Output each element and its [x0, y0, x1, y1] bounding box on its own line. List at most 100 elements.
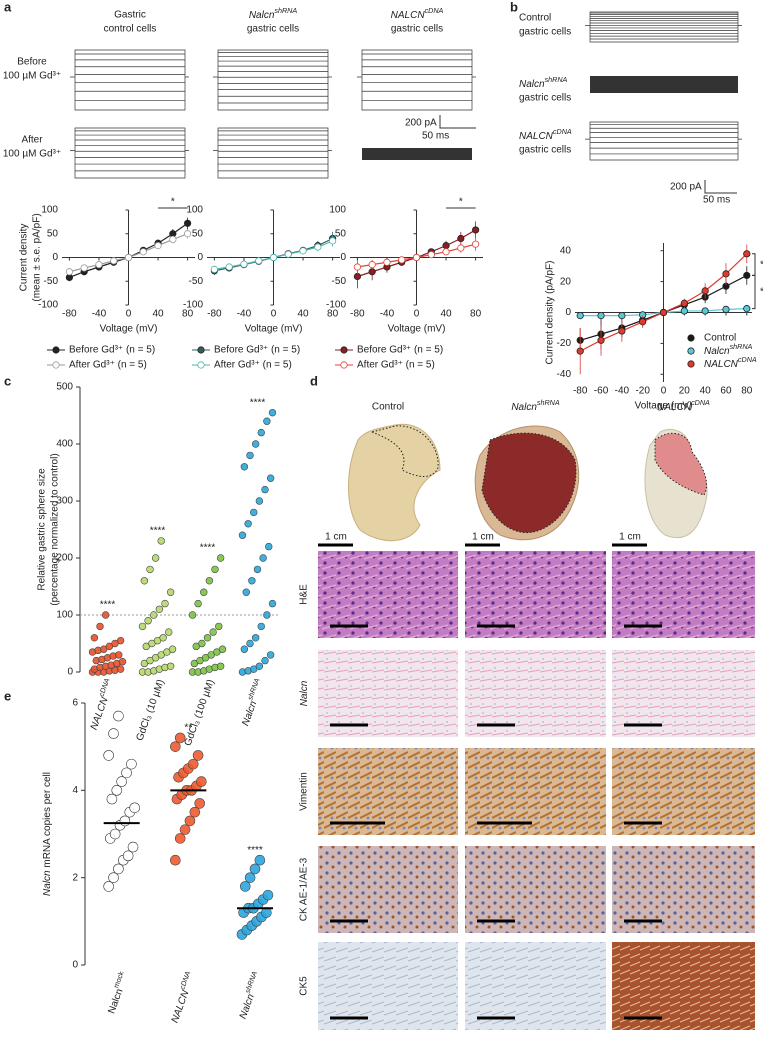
panel-label: c [4, 373, 11, 388]
y-axis-label: Current density [19, 224, 30, 292]
text-part: shRNA [545, 75, 568, 84]
data-point [216, 554, 225, 562]
data-point [109, 828, 121, 840]
significance-label: **** [150, 526, 166, 537]
data-point [244, 520, 252, 528]
row-label: CK5 [299, 976, 310, 996]
data-point [659, 308, 668, 317]
data-point [597, 311, 605, 320]
micrograph [465, 650, 606, 737]
micrograph [612, 650, 755, 737]
data-point [95, 261, 103, 269]
x-tick-label: 0 [661, 386, 667, 397]
y-tick-label: 50 [47, 228, 59, 239]
current-trace [70, 49, 189, 111]
data-point [266, 474, 275, 482]
significance-label: **** [250, 397, 266, 408]
micrograph [318, 942, 458, 1030]
x-tick-label: -60 [594, 386, 609, 397]
x-axis-label: Voltage (mV) [100, 324, 158, 335]
data-point [184, 219, 192, 227]
data-point [576, 311, 584, 320]
data-point [116, 776, 127, 787]
data-point [179, 824, 191, 835]
data-point [203, 634, 212, 642]
row-label: 100 µM Gd³⁺ [3, 71, 61, 82]
current-trace [585, 121, 742, 161]
y-tick-label: 0 [67, 667, 73, 678]
y-tick-label: 0 [340, 252, 346, 263]
row-label: gastric cells [519, 93, 571, 104]
data-point [597, 336, 605, 344]
text-part: mock [111, 970, 125, 990]
y-tick-label: 6 [72, 698, 78, 709]
y-axis-label: (percentage normalized to control) [50, 453, 61, 605]
legend-marker [687, 334, 695, 342]
data-point [265, 542, 273, 551]
legend-label: NalcnshRNA [704, 342, 753, 357]
data-point [211, 565, 219, 574]
data-point [108, 872, 119, 883]
data-point [174, 732, 186, 744]
data-point [701, 307, 709, 315]
y-axis-label: Relative gastric sphere size [37, 468, 48, 591]
text-part: Nalcn [511, 402, 537, 413]
legend-label: Before Gd³⁺ (n = 5) [357, 345, 443, 356]
y-tick-label: -40 [557, 369, 572, 380]
text-part: shRNA [243, 970, 259, 995]
scale-bar-label: 50 ms [422, 131, 449, 142]
data-point [239, 881, 251, 892]
current-trace-band [362, 148, 472, 160]
data-point [159, 634, 167, 642]
column-title: gastric cells [391, 24, 443, 35]
data-point [255, 662, 264, 670]
row-label: NalcnshRNA [519, 75, 568, 90]
scale-label: 1 cm [472, 532, 494, 543]
text-part: NALCN [88, 695, 110, 731]
text-part: Nalcn [704, 346, 730, 357]
y-tick-label: 4 [72, 785, 78, 796]
micrograph [318, 846, 458, 933]
x-tick-label: 80 [327, 309, 339, 320]
x-axis-label: Voltage (mV) [388, 324, 446, 335]
x-axis-label: Voltage (mV) [245, 324, 303, 335]
data-point [442, 242, 450, 250]
legend-marker [340, 361, 348, 369]
data-point [65, 268, 73, 276]
x-tick-label: 0 [414, 309, 420, 320]
x-tick-label: NALCNcDNA [166, 970, 198, 1025]
significance-bracket [752, 253, 756, 276]
text-part: NALCN [391, 10, 426, 21]
micrograph [318, 748, 458, 835]
x-tick-label: GdCl₃ (10 µM) [134, 678, 166, 742]
significance-bracket [752, 274, 756, 310]
data-point [248, 577, 256, 585]
significance-label: * [760, 259, 763, 270]
scale-bar [439, 115, 476, 129]
y-axis-label: Nalcn mRNA copies per cell [42, 772, 53, 896]
data-point [194, 599, 202, 608]
current-trace [585, 11, 742, 43]
data-point [680, 307, 688, 315]
data-point [110, 257, 118, 265]
data-point [263, 611, 271, 619]
current-trace [357, 49, 476, 111]
data-point [263, 417, 271, 425]
legend-marker [52, 361, 60, 369]
row-label: Nalcn [299, 680, 310, 706]
row-label: After [21, 135, 43, 146]
scale-label: 1 cm [619, 532, 641, 543]
data-point [216, 662, 225, 670]
scale-bar-label: 200 pA [670, 182, 702, 193]
data-point [103, 881, 114, 892]
data-point [353, 272, 361, 281]
data-point [108, 728, 119, 739]
text-part: shRNA [274, 6, 297, 15]
data-point [144, 616, 152, 625]
data-point [249, 863, 261, 875]
data-point [251, 634, 260, 642]
column-title: NALCNcDNA [657, 398, 710, 413]
x-tick-label: -40 [380, 309, 395, 320]
data-point [174, 833, 186, 844]
data-point [101, 611, 110, 619]
